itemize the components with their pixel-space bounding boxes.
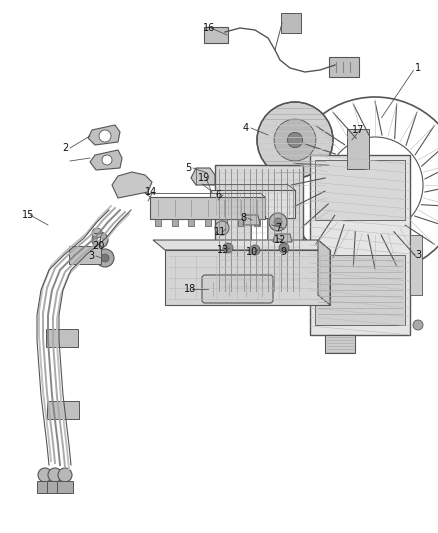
Text: 13: 13 bbox=[217, 245, 229, 255]
FancyBboxPatch shape bbox=[410, 235, 422, 295]
Circle shape bbox=[101, 254, 109, 262]
FancyBboxPatch shape bbox=[315, 160, 405, 220]
Text: 19: 19 bbox=[198, 173, 210, 183]
Text: 11: 11 bbox=[214, 227, 226, 237]
Text: 14: 14 bbox=[145, 187, 157, 197]
Circle shape bbox=[92, 228, 102, 238]
FancyBboxPatch shape bbox=[251, 218, 267, 242]
Circle shape bbox=[223, 243, 233, 253]
Text: 7: 7 bbox=[275, 223, 281, 233]
Circle shape bbox=[102, 155, 112, 165]
Polygon shape bbox=[273, 234, 292, 242]
Circle shape bbox=[274, 218, 282, 226]
Circle shape bbox=[99, 130, 111, 142]
Circle shape bbox=[97, 237, 103, 243]
Circle shape bbox=[274, 119, 316, 161]
Circle shape bbox=[215, 221, 229, 235]
FancyBboxPatch shape bbox=[69, 246, 101, 264]
Circle shape bbox=[269, 213, 287, 231]
FancyBboxPatch shape bbox=[47, 401, 79, 419]
Polygon shape bbox=[88, 125, 120, 145]
FancyBboxPatch shape bbox=[315, 255, 405, 325]
Circle shape bbox=[96, 249, 114, 267]
Circle shape bbox=[257, 102, 333, 178]
Text: 8: 8 bbox=[240, 213, 246, 223]
Text: 9: 9 bbox=[280, 247, 286, 257]
FancyBboxPatch shape bbox=[188, 219, 194, 226]
Text: 12: 12 bbox=[274, 235, 286, 245]
Text: 16: 16 bbox=[203, 23, 215, 33]
Text: 1: 1 bbox=[415, 63, 421, 73]
Circle shape bbox=[250, 245, 260, 255]
FancyBboxPatch shape bbox=[47, 481, 63, 493]
FancyBboxPatch shape bbox=[57, 481, 73, 493]
Text: 4: 4 bbox=[243, 123, 249, 133]
Polygon shape bbox=[112, 172, 152, 198]
FancyBboxPatch shape bbox=[204, 27, 228, 43]
Text: 20: 20 bbox=[92, 241, 104, 251]
Circle shape bbox=[92, 232, 108, 248]
FancyBboxPatch shape bbox=[202, 275, 273, 303]
FancyBboxPatch shape bbox=[46, 329, 78, 347]
FancyBboxPatch shape bbox=[281, 13, 301, 33]
Text: 17: 17 bbox=[352, 125, 364, 135]
Circle shape bbox=[48, 468, 62, 482]
FancyBboxPatch shape bbox=[221, 219, 227, 226]
FancyBboxPatch shape bbox=[237, 219, 244, 226]
Polygon shape bbox=[191, 168, 215, 185]
FancyBboxPatch shape bbox=[210, 190, 295, 218]
Text: 6: 6 bbox=[215, 190, 221, 200]
FancyBboxPatch shape bbox=[329, 57, 359, 77]
Polygon shape bbox=[318, 240, 330, 305]
Text: 2: 2 bbox=[62, 143, 68, 153]
FancyBboxPatch shape bbox=[310, 155, 410, 335]
Text: 3: 3 bbox=[415, 250, 421, 260]
Polygon shape bbox=[90, 150, 122, 170]
FancyBboxPatch shape bbox=[325, 335, 355, 353]
FancyBboxPatch shape bbox=[172, 219, 177, 226]
Text: 18: 18 bbox=[184, 284, 196, 294]
Polygon shape bbox=[153, 240, 330, 250]
Circle shape bbox=[287, 132, 303, 148]
Text: 5: 5 bbox=[185, 163, 191, 173]
FancyBboxPatch shape bbox=[205, 219, 211, 226]
FancyBboxPatch shape bbox=[347, 129, 369, 169]
Circle shape bbox=[413, 320, 423, 330]
Polygon shape bbox=[165, 250, 330, 305]
FancyBboxPatch shape bbox=[150, 197, 265, 219]
Circle shape bbox=[58, 468, 72, 482]
FancyBboxPatch shape bbox=[215, 165, 303, 295]
Circle shape bbox=[363, 173, 387, 197]
Circle shape bbox=[38, 468, 52, 482]
Text: 10: 10 bbox=[246, 247, 258, 257]
Polygon shape bbox=[243, 215, 260, 225]
FancyBboxPatch shape bbox=[155, 219, 161, 226]
Text: 3: 3 bbox=[88, 251, 94, 261]
Text: 15: 15 bbox=[22, 210, 34, 220]
FancyBboxPatch shape bbox=[37, 481, 53, 493]
Circle shape bbox=[279, 243, 289, 253]
FancyBboxPatch shape bbox=[254, 219, 260, 226]
